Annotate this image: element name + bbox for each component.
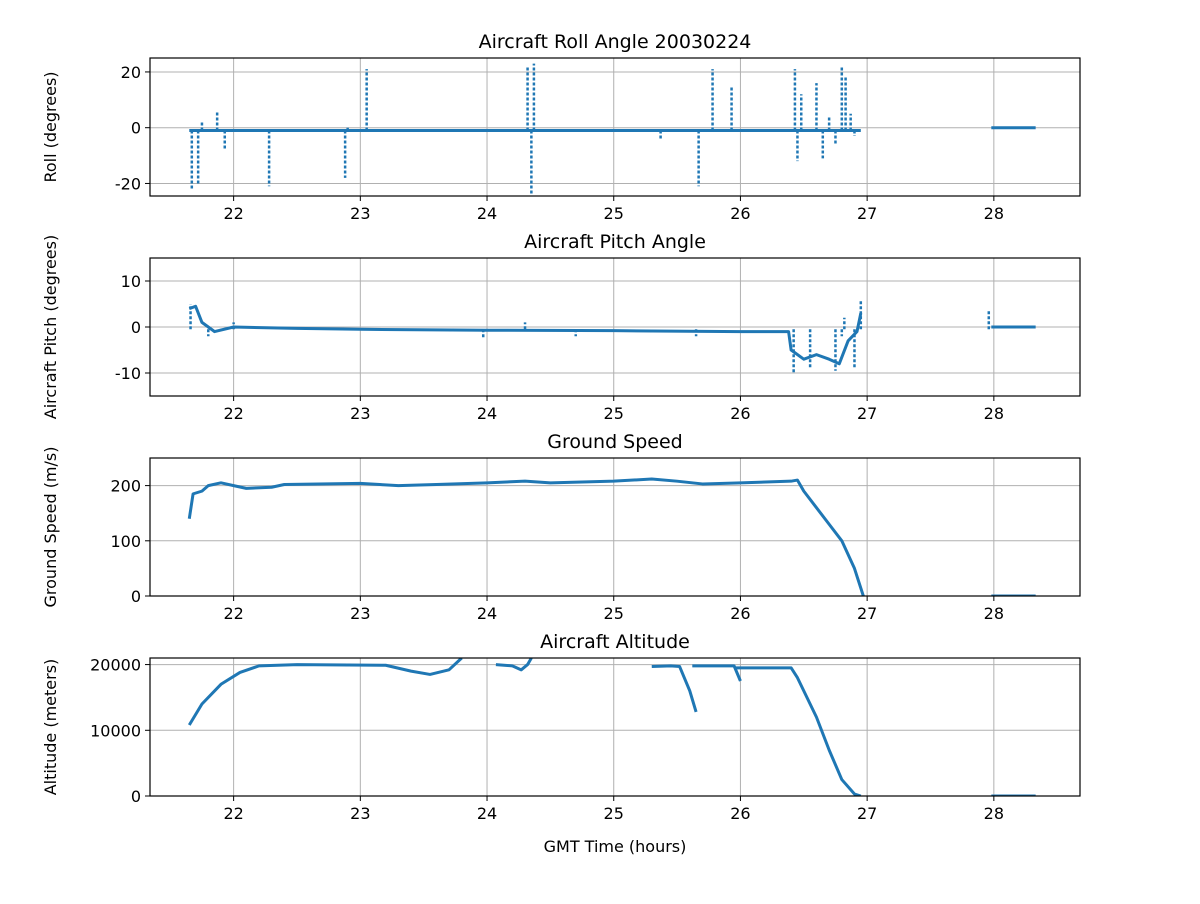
x-tick-label: 23 xyxy=(350,604,370,623)
y-tick-label: 0 xyxy=(131,119,141,138)
subplot-3: 22 23 24 25 26 27 28 200 100 0 Ground Speed Ground … xyxy=(41,431,1081,623)
y-tick-label: 200 xyxy=(110,477,141,496)
y-tick-label: 10000 xyxy=(90,721,141,740)
data-series xyxy=(187,658,1036,796)
x-tick-label: 28 xyxy=(984,804,1004,823)
x-tick-label: 27 xyxy=(857,804,877,823)
axes-frame xyxy=(149,57,1081,197)
y-tick-label: 0 xyxy=(131,587,141,606)
x-tick-label: 28 xyxy=(984,404,1004,423)
data-series xyxy=(188,299,1036,373)
x-tick-label: 25 xyxy=(604,804,624,823)
data-series xyxy=(187,477,1036,596)
x-tick-label: 27 xyxy=(857,404,877,423)
x-tick-label: 25 xyxy=(604,604,624,623)
series-line xyxy=(187,477,865,596)
subplot-title: Aircraft Altitude xyxy=(540,631,690,653)
series-line xyxy=(734,666,862,796)
x-tick-label: 23 xyxy=(350,204,370,223)
x-tick-label: 24 xyxy=(477,604,497,623)
subplot-title: Ground Speed xyxy=(547,431,683,453)
y-axis-label: Altitude (meters) xyxy=(41,659,60,796)
data-series xyxy=(189,63,1036,195)
y-tick-label: 0 xyxy=(131,787,141,806)
y-tick-label: 100 xyxy=(110,532,141,551)
x-tick-label: 26 xyxy=(730,204,750,223)
y-tick-label: 20 xyxy=(121,63,141,82)
y-axis-label: Ground Speed (m/s) xyxy=(41,447,60,608)
subplot-title: Aircraft Pitch Angle xyxy=(524,231,706,253)
subplot-title: Aircraft Roll Angle 20030224 xyxy=(479,31,752,53)
y-tick-label: 20000 xyxy=(90,656,141,675)
y-tick-label: 0 xyxy=(131,318,141,337)
x-tick-label: 24 xyxy=(477,804,497,823)
y-axis-label: Aircraft Pitch (degrees) xyxy=(41,235,60,419)
y-tick-label: -10 xyxy=(115,364,141,383)
x-tick-label: 25 xyxy=(604,404,624,423)
x-tick-label: 25 xyxy=(604,204,624,223)
series-line xyxy=(187,658,463,726)
x-tick-label: 27 xyxy=(857,604,877,623)
x-tick-label: 28 xyxy=(984,604,1004,623)
x-tick-label: 27 xyxy=(857,204,877,223)
x-tick-label: 26 xyxy=(730,804,750,823)
x-tick-label: 24 xyxy=(477,204,497,223)
subplot-1: 22 23 24 25 26 27 28 20 0 -20 Aircraft Roll Angle … xyxy=(41,31,1081,223)
x-tick-label: 23 xyxy=(350,804,370,823)
y-tick-label: -20 xyxy=(115,174,141,193)
subplot-2: 22 23 24 25 26 27 28 10 0 -10 Aircraft Pitch Angle… xyxy=(41,231,1081,423)
series-line xyxy=(188,304,863,366)
x-tick-label: 22 xyxy=(223,204,243,223)
series-line xyxy=(651,664,698,713)
y-tick-label: 10 xyxy=(121,272,141,291)
subplot-4: 22 23 24 25 26 27 28 20000 10000 0 Aircraft Altitu… xyxy=(41,631,1081,856)
x-tick-label: 26 xyxy=(730,604,750,623)
axes-frame xyxy=(149,457,1081,597)
x-tick-label: 22 xyxy=(223,404,243,423)
x-tick-label: 28 xyxy=(984,204,1004,223)
axes-frame xyxy=(149,657,1081,797)
x-tick-label: 22 xyxy=(223,804,243,823)
series-line xyxy=(495,658,533,672)
series-line xyxy=(692,664,742,682)
x-tick-label: 23 xyxy=(350,404,370,423)
x-tick-label: 22 xyxy=(223,604,243,623)
y-axis-label: Roll (degrees) xyxy=(41,71,60,182)
x-axis-label: GMT Time (hours) xyxy=(544,837,687,856)
x-tick-label: 26 xyxy=(730,404,750,423)
x-tick-label: 24 xyxy=(477,404,497,423)
